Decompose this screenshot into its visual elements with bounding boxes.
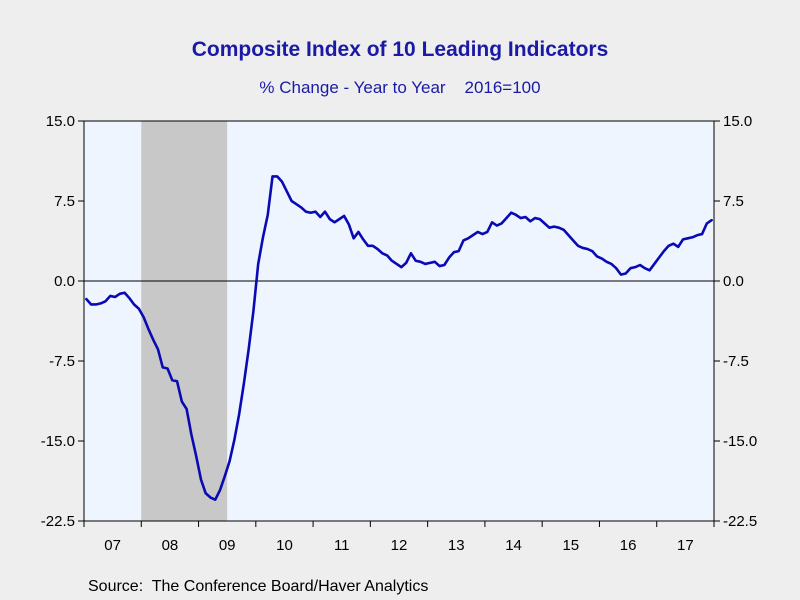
x-tick-label: 07: [104, 537, 121, 554]
chart-title: Composite Index of 10 Leading Indicators: [191, 38, 609, 61]
y-tick-label-right: -22.5: [723, 513, 757, 530]
x-tick-label: 11: [334, 537, 350, 554]
x-tick-label: 15: [562, 537, 579, 554]
x-tick-label: 14: [505, 537, 522, 554]
x-tick-label: 16: [620, 537, 637, 554]
y-tick-label-left: 15.0: [46, 113, 75, 130]
x-tick-label: 17: [677, 537, 694, 554]
y-tick-label-right: 7.5: [723, 193, 744, 210]
source-note: Source: The Conference Board/Haver Analy…: [88, 578, 429, 595]
series-line: [85, 175, 713, 501]
x-tick-label: 09: [219, 537, 236, 554]
recession-shade: [141, 121, 228, 521]
y-tick-label-right: 0.0: [723, 273, 744, 290]
y-tick-label-left: -22.5: [41, 513, 75, 530]
y-tick-label-left: 7.5: [54, 193, 75, 210]
axis-layer: 15.0 15.0 7.5 7.5 0.0 0.0 -7.5 -7.5 -15.0 -15.0 -2…: [41, 113, 757, 554]
y-tick-label-left: -15.0: [41, 433, 75, 450]
plot-frame: [83, 120, 715, 522]
series-layer: [85, 175, 713, 501]
x-tick-label: 10: [276, 537, 293, 554]
recession-shading-layer: [141, 121, 228, 521]
y-tick-label-right: -7.5: [723, 353, 749, 370]
y-tick-label-right: -15.0: [723, 433, 757, 450]
y-tick-label-left: 0.0: [54, 273, 75, 290]
x-tick-label: 08: [162, 537, 179, 554]
x-tick-label: 13: [448, 537, 465, 554]
y-tick-label-right: 15.0: [723, 113, 752, 130]
chart-subtitle: % Change - Year to Year 2016=100: [259, 78, 541, 97]
x-tick-label: 12: [391, 537, 408, 554]
y-tick-label-left: -7.5: [49, 353, 75, 370]
